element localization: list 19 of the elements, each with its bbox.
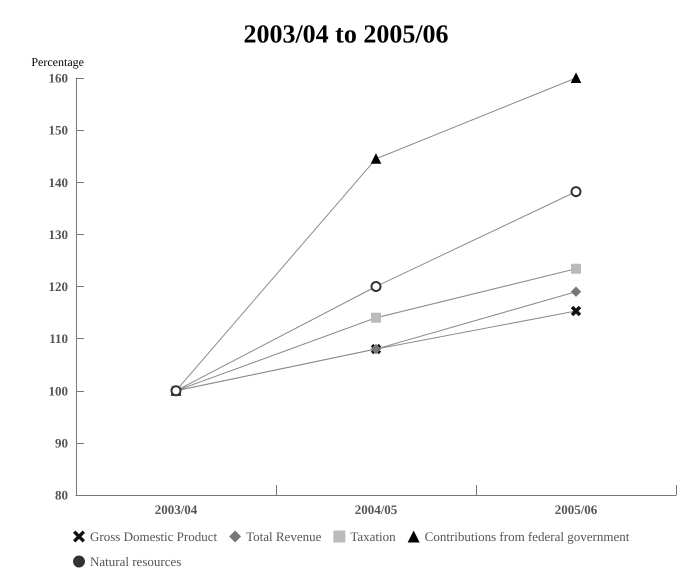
y-axis-title: Percentage (31, 55, 84, 69)
y-tick-label: 90 (55, 435, 68, 450)
y-tick-label: 110 (49, 331, 68, 346)
legend-label: Contributions from federal government (424, 529, 630, 544)
y-tick-label: 130 (48, 226, 68, 242)
legend-label: Taxation (350, 529, 396, 544)
y-tick-label: 140 (48, 174, 68, 190)
x-tick-label: 2003/04 (154, 502, 198, 517)
legend-label: Gross Domestic Product (90, 529, 218, 544)
y-tick-label: 150 (48, 122, 68, 138)
legend-label: Total Revenue (246, 529, 322, 544)
y-tick-label: 100 (48, 383, 68, 398)
chart-title: 2003/04 to 2005/06 (243, 20, 449, 48)
x-tick-label: 2005/06 (554, 502, 598, 517)
y-tick-label: 160 (48, 70, 68, 86)
legend-label: Natural resources (90, 554, 182, 569)
y-tick-label: 120 (48, 279, 68, 294)
x-tick-label: 2004/05 (354, 502, 398, 517)
y-tick-label: 80 (55, 488, 68, 502)
